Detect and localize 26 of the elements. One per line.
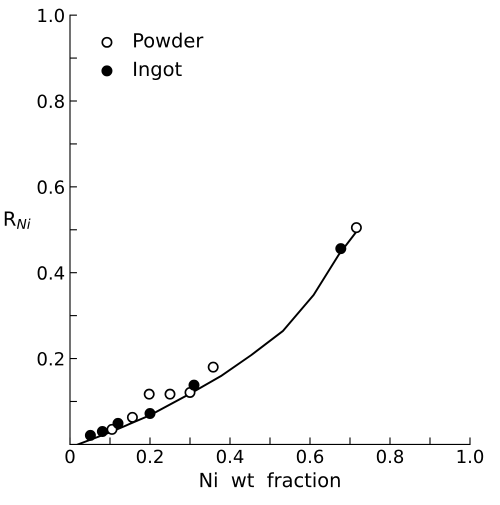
point — [112, 418, 124, 429]
x-axis-title: Ni wt fraction — [200, 472, 340, 488]
y-tick-label: 1.0 — [38, 8, 64, 22]
point — [126, 412, 138, 423]
legend-label: Powder — [134, 32, 204, 48]
point — [350, 222, 362, 234]
point — [84, 430, 96, 441]
y-tick-label: 0.8 — [38, 94, 64, 108]
point — [208, 362, 219, 373]
y-axis-title: R$_{Ni}$ — [4, 212, 30, 229]
point — [144, 388, 155, 400]
point — [335, 243, 346, 254]
y-tick-label: 0.4 — [38, 266, 64, 280]
legend-label: Ingot — [134, 62, 182, 80]
point — [96, 426, 108, 438]
x-tick-label: 1.0 — [458, 450, 484, 464]
x-tick-label: 0.6 — [296, 450, 324, 464]
x-tick-label: 0.8 — [376, 450, 404, 464]
y-tick-label: 0.6 — [38, 180, 64, 194]
x-tick-label: 0 — [65, 450, 75, 464]
point — [188, 380, 200, 391]
point — [164, 388, 176, 400]
y-tick-label: 0.2 — [38, 352, 64, 366]
x-tick-label: 0.2 — [136, 450, 163, 464]
point — [144, 408, 156, 419]
x-tick-label: 0.4 — [216, 450, 244, 464]
